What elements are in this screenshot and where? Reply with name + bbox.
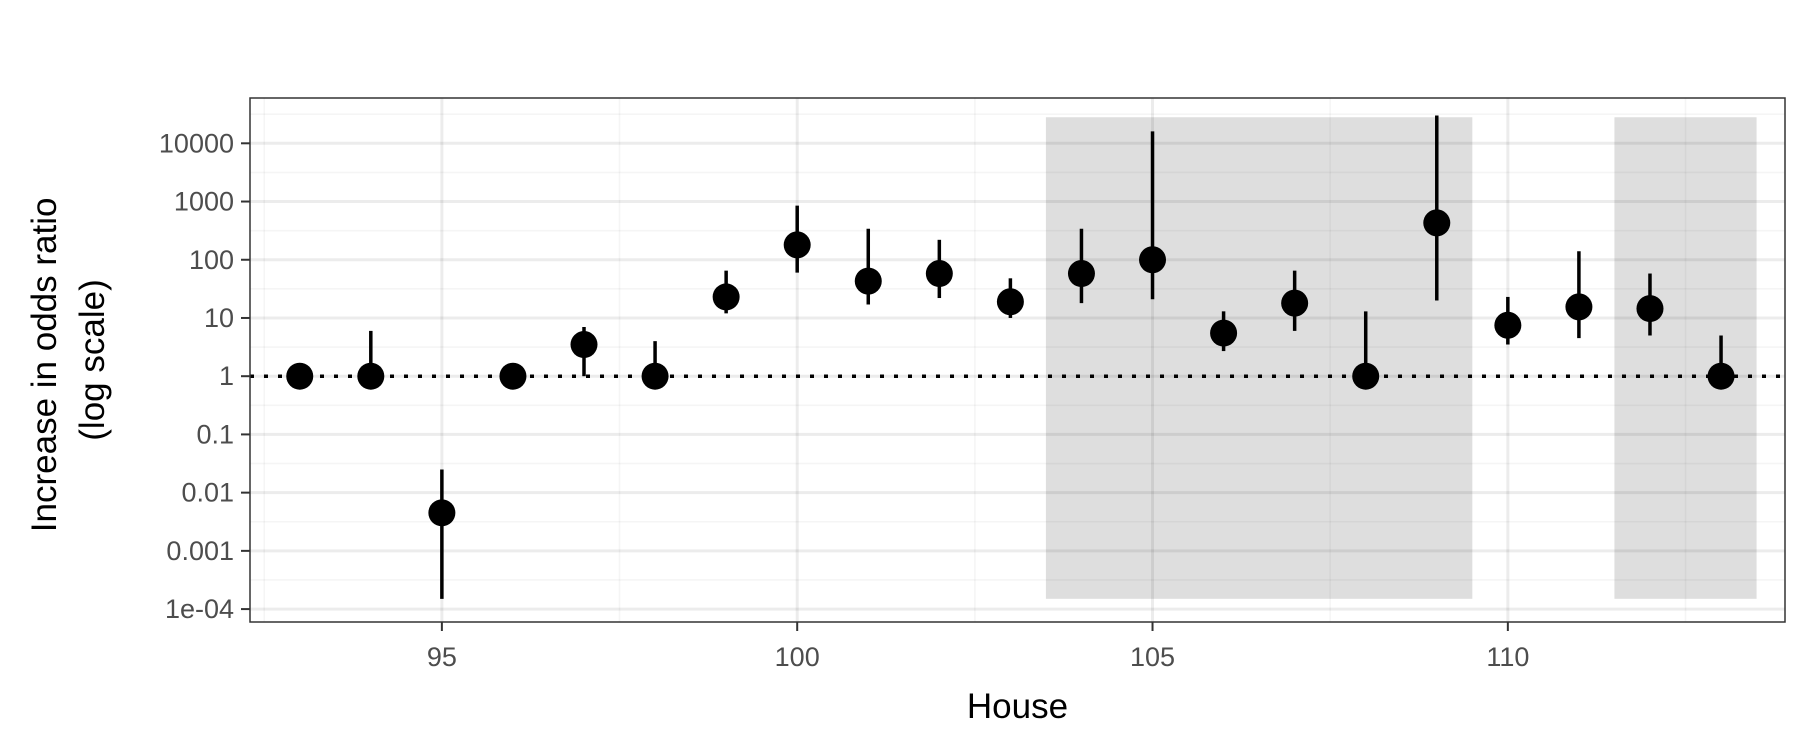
point-111: [1565, 293, 1593, 321]
point-109: [1423, 209, 1451, 237]
y-tick-label: 0.01: [181, 478, 234, 508]
y-tick-label: 10000: [159, 128, 234, 158]
y-tick-label: 1: [219, 361, 234, 391]
point-101: [854, 267, 882, 295]
point-106: [1210, 319, 1238, 347]
y-tick-label: 1000: [174, 187, 234, 217]
y-tick-label: 0.1: [196, 419, 234, 449]
point-94: [357, 362, 385, 390]
y-tick-label: 1e-04: [165, 594, 234, 624]
x-tick-label: 100: [775, 642, 820, 672]
grid: [250, 98, 1785, 622]
point-108: [1352, 362, 1380, 390]
shaded-regions: [1045, 117, 1757, 599]
point-99: [712, 283, 740, 311]
shaded-region-1: [1045, 117, 1473, 599]
y-axis-title-line-1: Increase in odds ratio: [25, 198, 64, 533]
point-98: [641, 362, 669, 390]
x-axis-title: House: [967, 687, 1068, 726]
panel-border: [249, 97, 1786, 623]
x-tick-label: 105: [1130, 642, 1175, 672]
data-points: [286, 115, 1735, 599]
x-tick-label: 95: [427, 642, 457, 672]
y-tick-label: 10: [204, 303, 234, 333]
point-104: [1067, 260, 1095, 288]
point-97: [570, 331, 598, 359]
shaded-region-2: [1614, 117, 1757, 599]
y-tick-label: 0.001: [166, 536, 234, 566]
point-96: [499, 362, 527, 390]
point-100: [783, 231, 811, 259]
point-112: [1636, 295, 1664, 323]
point-105: [1139, 246, 1167, 274]
y-axis-title-line-2: (log scale): [73, 279, 112, 440]
point-110: [1494, 311, 1522, 339]
point-102: [925, 260, 953, 288]
x-tick-label: 110: [1486, 642, 1529, 672]
y-axis-title: Increase in odds ratio (log scale): [25, 188, 112, 532]
point-103: [996, 288, 1024, 316]
point-113: [1707, 362, 1735, 390]
point-95: [428, 499, 456, 527]
point-93: [286, 362, 314, 390]
point-107: [1281, 289, 1309, 317]
y-tick-label: 100: [189, 245, 234, 275]
